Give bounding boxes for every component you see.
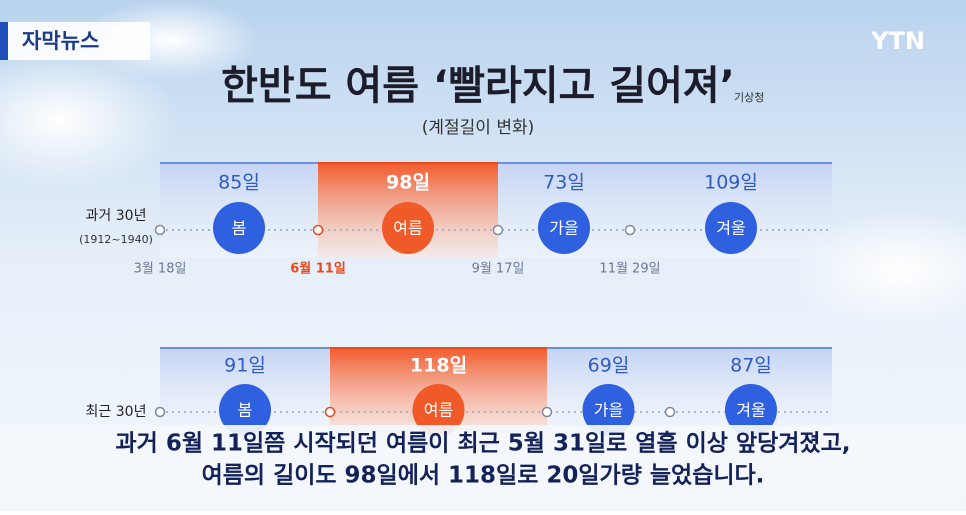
season-circle <box>382 202 434 254</box>
subtitle: (계절길이 변화) <box>422 118 535 138</box>
logo: YTN <box>870 27 925 55</box>
season-days: 98일 <box>386 172 430 194</box>
season-name: 가을 <box>549 219 578 238</box>
start-dot <box>492 224 504 236</box>
row-label: 최근 30년 <box>86 404 147 420</box>
season-circle <box>219 384 271 436</box>
start-date: 9월 17일 <box>472 262 525 277</box>
start-dot <box>154 406 166 418</box>
season-name: 겨울 <box>716 219 745 238</box>
season-days: 69일 <box>588 355 630 377</box>
start-date: 11월 29일 <box>599 262 660 277</box>
start-dot <box>324 406 336 418</box>
season-band-top <box>160 162 318 164</box>
season-circle <box>582 384 635 436</box>
season-band-top <box>547 347 670 349</box>
season-days: 87일 <box>730 355 772 377</box>
start-dot <box>664 406 676 418</box>
row-label: 과거 30년 <box>86 208 147 224</box>
season-band-top <box>160 347 330 349</box>
season-name: 겨울 <box>736 401 765 420</box>
start-dot <box>312 224 324 236</box>
season-band-top <box>330 347 547 349</box>
caption-line: 여름의 길이도 98일에서 118일로 20일가량 늘었습니다. <box>202 463 765 489</box>
season-name: 봄 <box>232 219 247 238</box>
badge: 자막뉴스 <box>22 29 99 53</box>
cloud <box>0 50 180 190</box>
badge-bg <box>0 22 150 60</box>
season-name: 봄 <box>238 401 253 420</box>
season-circle <box>725 384 777 436</box>
season-band-top <box>498 162 630 164</box>
season-circle <box>412 384 465 436</box>
season-band-top <box>670 347 832 349</box>
caption-bg <box>0 425 966 497</box>
cloud <box>790 210 966 330</box>
start-date: 3월 18일 <box>134 262 187 277</box>
season-circle <box>213 202 265 254</box>
season-name: 가을 <box>594 401 623 420</box>
badge-accent <box>0 22 8 60</box>
season-days: 91일 <box>224 355 266 377</box>
season-band-top <box>630 162 832 164</box>
start-date: 6월 11일 <box>290 261 346 277</box>
row-period: (1912~1940) <box>79 233 153 246</box>
season-band-top <box>318 162 498 164</box>
source: 기상청 <box>734 91 764 104</box>
start-dot <box>541 406 553 418</box>
season-days: 109일 <box>704 172 758 194</box>
season-days: 73일 <box>543 172 585 194</box>
season-name: 여름 <box>393 219 422 238</box>
season-circle <box>705 202 757 254</box>
title: 한반도 여름 ‘빨라지고 길어져’ <box>221 63 735 109</box>
season-name: 여름 <box>424 401 453 420</box>
start-dot <box>624 224 636 236</box>
start-dot <box>154 224 166 236</box>
season-days: 85일 <box>218 172 260 194</box>
season-circle <box>538 202 590 254</box>
caption-line: 과거 6월 11일쯤 시작되던 여름이 최근 5월 31일로 열흘 이상 앞당겨… <box>116 431 851 457</box>
season-days: 118일 <box>410 355 467 377</box>
